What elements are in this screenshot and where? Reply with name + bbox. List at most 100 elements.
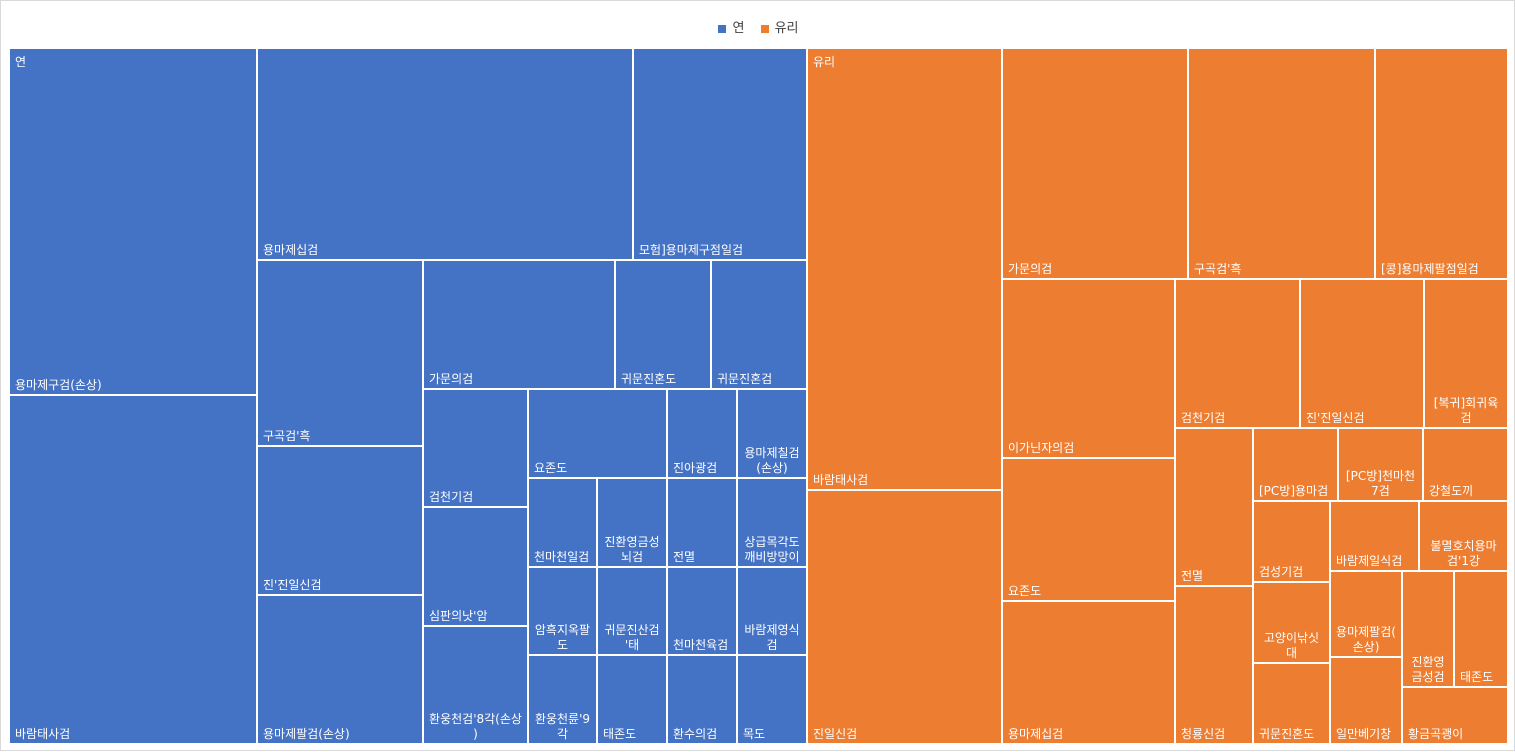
tile-유리-이가닌자의검: [1001, 278, 1176, 459]
tile-label: 귀문진산검 '태: [604, 623, 659, 652]
tile-label: 요존도: [534, 461, 567, 475]
tile-label: [PC방]천마천 7검: [1346, 468, 1415, 498]
tile-연-가문의검: [422, 259, 616, 390]
tile-유리-가문의검: [1001, 47, 1189, 280]
tile-유리-귀문진혼도: [1252, 662, 1331, 745]
tile-연-환웅천검'8각(손상): [422, 625, 529, 745]
tile-label: 태존도: [603, 727, 636, 741]
tile-연-바람제영식검: [736, 566, 808, 656]
tile-label: 용마제칠검 (손상): [744, 446, 799, 475]
tile-유리-강철도끼: [1422, 427, 1509, 502]
tile-label: [PC방]용마검: [1259, 484, 1328, 498]
tile-label: 귀문진혼검: [717, 372, 772, 386]
tile-label: 용마제구검(손상): [15, 378, 102, 392]
tile-연-천마천일검: [527, 477, 598, 568]
tile-label: 진환영금성 뇌검: [604, 535, 659, 564]
tile-연-천마천육검: [666, 566, 738, 656]
tile-label: 진환영 금성검: [1411, 655, 1444, 684]
tile-label: 용마제십검: [263, 243, 318, 257]
tile-label: 검천기검: [1181, 410, 1225, 425]
tile-label: 진일신검: [813, 727, 857, 741]
tile-label: 요존도: [1008, 584, 1041, 598]
tile-label: 구곡검'흑: [1194, 262, 1241, 276]
tile-연-목도: [736, 654, 808, 745]
tile-유리-용마제팔검(손상): [1329, 570, 1403, 658]
tile-유리-요존도: [1001, 457, 1176, 602]
tile-연-구곡검'흑: [256, 259, 424, 447]
tile-연-용마제팔검(손상): [256, 594, 424, 745]
tile-label: 천마천일검: [534, 549, 589, 564]
tile-연-검천기검: [422, 388, 529, 508]
tile-연-진'진일신검: [256, 445, 424, 596]
tile-label: 가문의검: [1008, 262, 1052, 276]
tile-label: 용마제팔검(손상): [1336, 625, 1396, 654]
tile-유리-[콩]용마제팔점일검: [1374, 47, 1509, 280]
tile-label: 귀문진혼도: [621, 372, 676, 386]
tile-label: 검성기검: [1259, 565, 1303, 579]
tile-label: 목도: [743, 727, 765, 741]
tile-label: 구곡검'흑: [263, 429, 310, 443]
series-연: 용마제구검(손상) 바람태사검 용마제십검 모험]용마제구점일검구곡검'흑진'진일신검…: [8, 47, 808, 745]
tile-유리-진환영금성검: [1401, 570, 1455, 688]
tile-label: 암흑지옥팔 도: [535, 623, 590, 652]
tile-label: 고양이낚싯 대: [1264, 631, 1319, 660]
tile-label: 모험]용마제구점일검: [639, 243, 743, 257]
tile-label: 바람태사검: [15, 727, 70, 741]
tile-유리-황금곡괭이: [1401, 686, 1509, 745]
legend-item-연: 연: [718, 17, 744, 36]
tile-유리-검성기검: [1252, 500, 1331, 583]
tile-유리-전멸: [1174, 427, 1254, 587]
tile-유리-구곡검'흑: [1187, 47, 1376, 280]
tile-연-태존도: [596, 654, 668, 745]
tile-label: 태존도: [1460, 670, 1493, 684]
tile-label: 용마제팔검(손상): [263, 727, 350, 741]
tile-유리-용마제십검: [1001, 600, 1176, 745]
legend-label-유리: 유리: [774, 21, 799, 36]
tile-label: 상급목각도 깨비방망이: [744, 535, 799, 564]
tile-label: 바람제일식검: [1336, 554, 1402, 568]
tile-label: 청룡신검: [1181, 727, 1225, 741]
tile-유리-태존도: [1453, 570, 1509, 688]
tile-유리-진'진일신검: [1299, 278, 1425, 429]
series-label-연: 연: [15, 55, 26, 69]
tile-연-귀문진산검'태: [596, 566, 668, 656]
tile-label: 전멸: [673, 550, 695, 564]
tile-label: 심판의낫'암: [429, 609, 488, 623]
tile-유리-진일신검: [806, 489, 1003, 745]
tile-label: 용마제십검: [1008, 727, 1063, 741]
tile-label: 진'진일신검: [1306, 411, 1365, 425]
tile-연-용마제구검(손상): [8, 47, 258, 396]
tile-연-환웅천륜'9각: [527, 654, 598, 745]
tile-연-귀문진혼도: [614, 259, 712, 390]
tile-label: 진아광검: [673, 461, 717, 475]
tile-label: 환웅천륜'9 각: [535, 711, 590, 741]
tile-유리-검천기검: [1174, 278, 1301, 429]
tile-유리-바람태사검: [806, 47, 1003, 491]
tile-label: 불멸호치용마 검'1강: [1430, 539, 1496, 568]
tile-label: 바람태사검: [813, 473, 868, 487]
tile-label: 이가닌자의검: [1008, 441, 1074, 455]
tile-연-용마제십검: [256, 47, 634, 261]
tile-label: [콩]용마제팔점일검: [1381, 262, 1479, 276]
legend-label-연: 연: [732, 21, 745, 36]
tile-유리-불멸호치용마검'1강: [1418, 500, 1509, 572]
tile-label: 전멸: [1181, 569, 1203, 583]
tile-연-바람태사검: [8, 394, 258, 745]
tile-연-모험]용마제구점일검: [632, 47, 808, 261]
tile-연-귀문진혼검: [710, 259, 808, 390]
tile-label: 바람제영식 검: [744, 623, 799, 652]
legend-item-유리: 유리: [760, 17, 799, 36]
legend: 연 유리: [1, 17, 1515, 36]
legend-swatch-연: [718, 24, 727, 33]
tile-label: 황금곡괭이: [1408, 727, 1463, 741]
tile-label: 귀문진혼도: [1259, 727, 1314, 741]
tile-유리-[PC방]천마천7검: [1337, 427, 1424, 502]
tile-연-진환영금성뇌검: [596, 477, 668, 568]
tile-연-상급목각도깨비방망이: [736, 477, 808, 568]
series-label-유리: 유리: [813, 55, 835, 69]
tile-label: 강철도끼: [1429, 484, 1473, 498]
tile-label: 검천기검: [429, 489, 473, 504]
